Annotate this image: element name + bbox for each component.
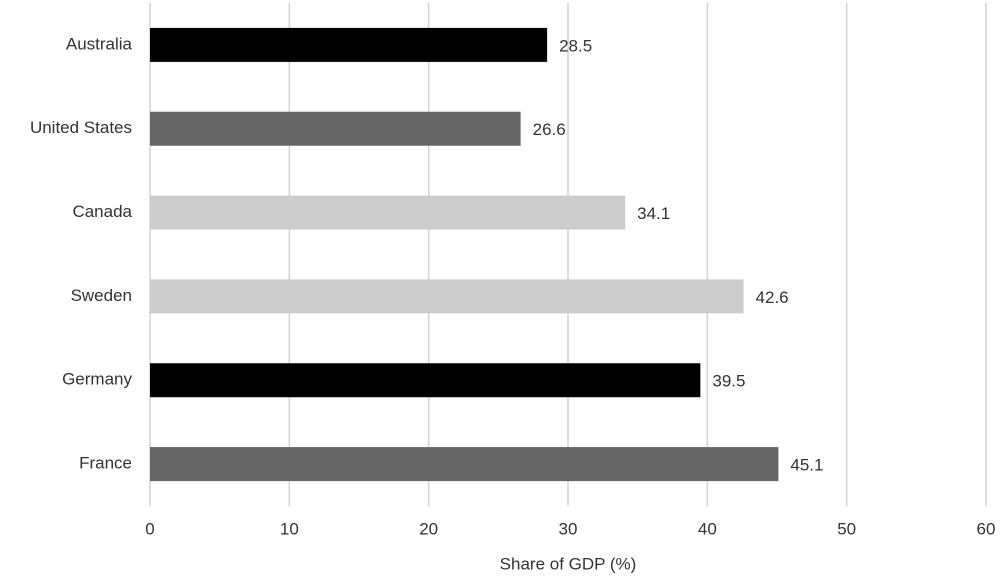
x-tick-label: 30 bbox=[559, 519, 578, 538]
bar bbox=[150, 279, 744, 314]
value-label: 28.5 bbox=[559, 36, 592, 55]
y-tick-label: Germany bbox=[62, 370, 132, 389]
y-tick-label: France bbox=[79, 454, 132, 473]
x-tick-label: 50 bbox=[837, 519, 856, 538]
value-label: 39.5 bbox=[712, 372, 745, 391]
value-label: 45.1 bbox=[790, 456, 823, 475]
bar bbox=[150, 447, 779, 482]
y-tick-label: Canada bbox=[72, 202, 132, 221]
bar bbox=[150, 195, 626, 230]
y-tick-label: Sweden bbox=[71, 286, 132, 305]
y-tick-label: United States bbox=[30, 118, 132, 137]
value-label: 42.6 bbox=[756, 288, 789, 307]
bar bbox=[150, 111, 521, 146]
value-label: 26.6 bbox=[533, 120, 566, 139]
x-axis-label: Share of GDP (%) bbox=[500, 554, 637, 573]
bar bbox=[150, 363, 701, 398]
value-label: 34.1 bbox=[637, 204, 670, 223]
x-tick-label: 40 bbox=[698, 519, 717, 538]
x-tick-label: 60 bbox=[977, 519, 996, 538]
x-tick-label: 0 bbox=[145, 519, 154, 538]
x-tick-label: 20 bbox=[419, 519, 438, 538]
y-tick-label: Australia bbox=[66, 34, 133, 53]
x-tick-label: 10 bbox=[280, 519, 299, 538]
bar bbox=[150, 27, 548, 62]
